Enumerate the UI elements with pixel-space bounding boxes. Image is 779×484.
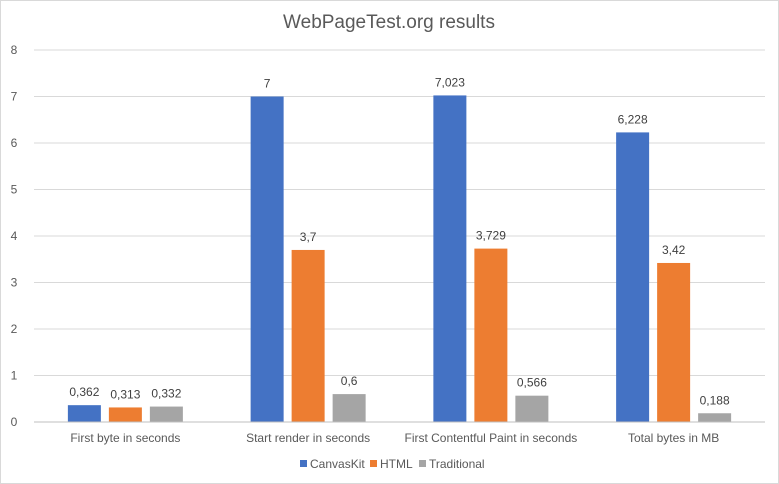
y-tick-label: 4 (11, 229, 18, 243)
data-label: 6,228 (618, 112, 648, 126)
category-label: Total bytes in MB (628, 431, 719, 445)
data-label: 0,566 (517, 376, 547, 390)
y-tick-label: 3 (11, 276, 18, 290)
category-label: Start render in seconds (246, 431, 370, 445)
bar-html (474, 248, 508, 422)
data-label: 0,6 (341, 374, 358, 388)
bar-canvaskit (616, 132, 650, 422)
bar-canvaskit (250, 96, 284, 422)
legend-label: CanvasKit (310, 457, 365, 471)
data-label: 0,362 (69, 385, 99, 399)
legend-label: HTML (380, 457, 413, 471)
category-label: First byte in seconds (70, 431, 180, 445)
legend-swatch-traditional (419, 460, 426, 467)
bars (67, 95, 732, 423)
y-tick-label: 8 (11, 43, 18, 57)
gridlines (34, 49, 765, 376)
data-label: 3,7 (300, 230, 317, 244)
data-label: 0,313 (110, 387, 140, 401)
data-label: 3,42 (662, 243, 686, 257)
data-label: 7 (264, 77, 271, 91)
bar-html (657, 262, 691, 422)
bar-traditional (698, 413, 732, 422)
data-labels: 0,362 0,313 0,332 7 3,7 0,6 7,023 3,729 0,566 6,2… (69, 75, 730, 407)
bar-canvaskit (67, 405, 101, 422)
y-tick-label: 6 (11, 136, 18, 150)
bar-traditional (515, 395, 549, 422)
data-label: 7,023 (435, 75, 465, 89)
legend-swatch-html (370, 460, 377, 467)
category-label: First Contentful Paint in seconds (404, 431, 577, 445)
bar-html (108, 407, 142, 422)
y-tick-label: 7 (11, 90, 18, 104)
data-label: 0,188 (700, 393, 730, 407)
data-label: 0,332 (151, 387, 181, 401)
y-tick-label: 0 (11, 415, 18, 429)
bar-html (291, 249, 325, 422)
y-axis-tick-labels: 0 1 2 3 4 5 6 7 8 (11, 43, 18, 429)
x-axis-category-labels: First byte in seconds Start render in sec… (70, 431, 719, 445)
bar-canvaskit (433, 95, 467, 423)
y-tick-label: 2 (11, 322, 18, 336)
data-label: 3,729 (476, 229, 506, 243)
bar-traditional (149, 406, 183, 422)
legend-swatch-canvaskit (300, 460, 307, 467)
legend-label: Traditional (429, 457, 485, 471)
chart-title: WebPageTest.org results (283, 12, 495, 33)
y-tick-label: 5 (11, 183, 18, 197)
legend: CanvasKit HTML Traditional (300, 457, 485, 471)
bar-traditional (332, 394, 366, 422)
y-tick-label: 1 (11, 369, 18, 383)
